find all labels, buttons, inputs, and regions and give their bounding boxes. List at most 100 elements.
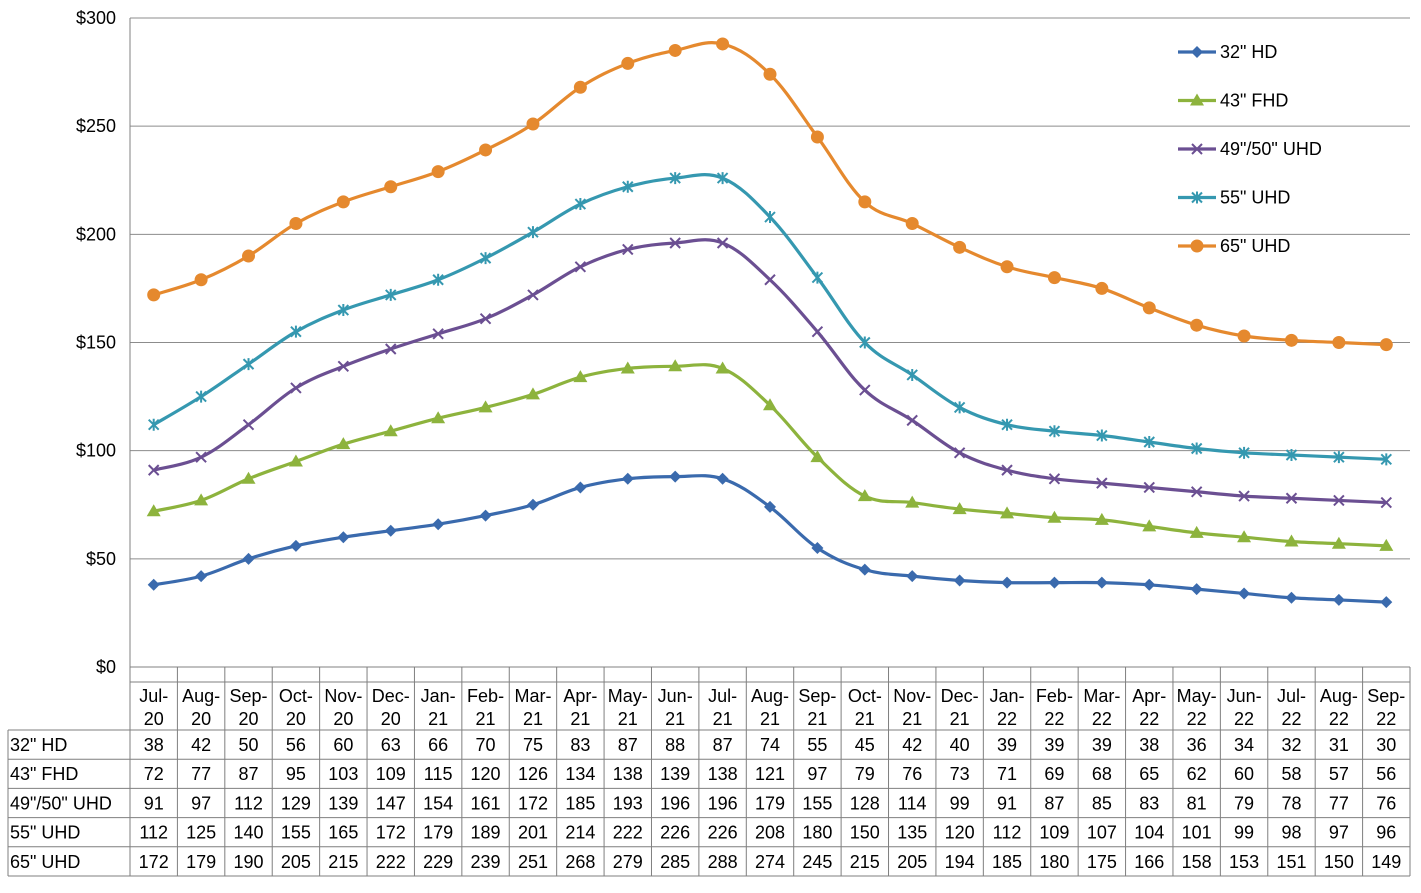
data-point bbox=[194, 493, 209, 506]
data-label: 40 bbox=[950, 735, 970, 755]
x-tick-label: Mar- bbox=[514, 686, 551, 706]
x-tick-label: Feb- bbox=[1036, 686, 1073, 706]
data-label: 112 bbox=[234, 793, 263, 813]
data-label: 99 bbox=[950, 793, 970, 813]
data-point bbox=[479, 312, 492, 325]
data-point bbox=[905, 217, 919, 231]
x-tick-label: Jun- bbox=[658, 686, 693, 706]
series-1 bbox=[146, 359, 1394, 551]
data-point bbox=[859, 336, 871, 349]
data-label: 79 bbox=[855, 764, 875, 784]
legend-entry: 65" UHD bbox=[1178, 236, 1290, 256]
data-label: 96 bbox=[1376, 823, 1396, 843]
data-label: 78 bbox=[1281, 793, 1301, 813]
x-tick-label: Jan- bbox=[421, 686, 456, 706]
data-point bbox=[1285, 492, 1298, 504]
data-label: 215 bbox=[850, 852, 880, 872]
legend-entry: 49"/50" UHD bbox=[1178, 139, 1322, 159]
x-tick-label: Nov- bbox=[324, 686, 362, 706]
data-point bbox=[716, 172, 729, 185]
data-label: 135 bbox=[897, 823, 927, 843]
data-point bbox=[242, 358, 255, 371]
data-label: 185 bbox=[992, 852, 1022, 872]
data-label: 34 bbox=[1234, 735, 1254, 755]
data-label: 229 bbox=[423, 852, 453, 872]
x-tick-label: 21 bbox=[570, 709, 590, 729]
data-point bbox=[669, 237, 681, 249]
data-point bbox=[621, 56, 635, 70]
data-point bbox=[242, 552, 255, 565]
x-tick-label: 21 bbox=[807, 709, 827, 729]
data-point bbox=[1380, 596, 1393, 609]
data-label: 87 bbox=[713, 735, 733, 755]
data-point bbox=[479, 143, 493, 157]
data-label: 251 bbox=[518, 852, 548, 872]
data-point bbox=[1284, 534, 1299, 547]
data-point bbox=[1190, 442, 1203, 455]
data-point bbox=[1379, 338, 1393, 352]
data-point bbox=[384, 524, 397, 537]
data-label: 68 bbox=[1092, 764, 1112, 784]
data-point bbox=[1094, 512, 1109, 525]
data-point bbox=[621, 472, 634, 485]
data-label: 87 bbox=[1044, 793, 1064, 813]
data-point bbox=[431, 165, 445, 179]
data-point bbox=[1332, 593, 1345, 606]
data-label: 77 bbox=[1329, 793, 1349, 813]
data-point bbox=[478, 400, 493, 413]
data-point bbox=[290, 382, 302, 394]
data-label: 71 bbox=[997, 764, 1017, 784]
data-label: 112 bbox=[139, 823, 168, 843]
data-point bbox=[1191, 46, 1203, 58]
data-point bbox=[1332, 336, 1346, 349]
data-label: 57 bbox=[1329, 764, 1349, 784]
data-point bbox=[432, 328, 444, 340]
data-label: 288 bbox=[708, 852, 738, 872]
data-label: 107 bbox=[1087, 823, 1117, 843]
data-label: 140 bbox=[233, 823, 263, 843]
data-label: 138 bbox=[613, 764, 643, 784]
data-point bbox=[1190, 583, 1203, 596]
data-label: 45 bbox=[855, 735, 875, 755]
x-tick-label: 21 bbox=[855, 709, 875, 729]
data-point bbox=[526, 117, 540, 131]
data-label: 245 bbox=[802, 852, 832, 872]
data-label: 87 bbox=[618, 735, 638, 755]
data-point bbox=[622, 243, 634, 256]
data-point bbox=[1189, 525, 1204, 538]
data-label: 151 bbox=[1276, 852, 1306, 872]
series-0 bbox=[147, 470, 1393, 609]
data-point bbox=[1333, 451, 1345, 464]
x-tick-label: Dec- bbox=[941, 686, 979, 706]
y-tick-label: $100 bbox=[76, 441, 116, 461]
data-point bbox=[716, 472, 729, 485]
data-point bbox=[1285, 591, 1298, 604]
x-tick-label: Oct- bbox=[848, 686, 882, 706]
y-tick-label: $150 bbox=[76, 333, 116, 353]
data-point bbox=[574, 481, 587, 494]
data-label: 60 bbox=[1234, 764, 1254, 784]
data-label: 268 bbox=[565, 852, 595, 872]
legend-label: 49"/50" UHD bbox=[1220, 139, 1322, 159]
data-point bbox=[385, 288, 397, 301]
data-point bbox=[763, 398, 777, 411]
data-label: 62 bbox=[1187, 764, 1207, 784]
data-point bbox=[1284, 333, 1298, 347]
data-label: 87 bbox=[239, 764, 259, 784]
data-point bbox=[668, 359, 683, 372]
x-tick-label: Jul- bbox=[708, 686, 737, 706]
x-tick-label: May- bbox=[608, 686, 648, 706]
x-tick-label: 21 bbox=[523, 709, 543, 729]
data-point bbox=[811, 271, 824, 284]
data-label: 166 bbox=[1134, 852, 1164, 872]
data-label: 226 bbox=[708, 823, 738, 843]
legend-label: 65" UHD bbox=[1220, 236, 1290, 256]
data-label: 58 bbox=[1281, 764, 1301, 784]
data-label: 149 bbox=[1371, 852, 1401, 872]
data-point bbox=[337, 531, 350, 544]
x-tick-label: 21 bbox=[428, 709, 448, 729]
data-point bbox=[1143, 436, 1155, 449]
data-label: 161 bbox=[471, 793, 501, 813]
data-label: 42 bbox=[902, 735, 922, 755]
data-label: 179 bbox=[186, 852, 216, 872]
